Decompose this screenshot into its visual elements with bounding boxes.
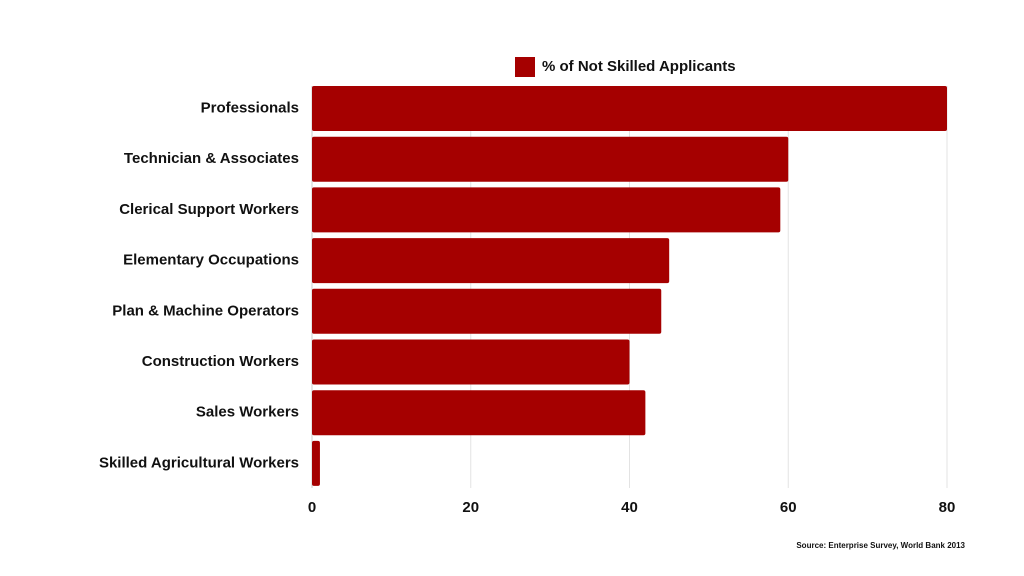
bar [312,86,947,131]
legend-label: % of Not Skilled Applicants [542,58,736,75]
bar [312,187,781,233]
x-tick-labels: 0 20 40 60 80 [308,499,956,516]
x-tick-label: 20 [462,499,479,516]
category-label: Clerical Support Workers [119,201,299,218]
x-tick-label: 80 [939,499,956,516]
source-note: Source: Enterprise Survey, World Bank 20… [796,541,965,550]
category-label: Skilled Agricultural Workers [99,454,299,471]
bar [312,390,646,436]
bar [312,136,789,182]
category-label: Professionals [201,99,299,116]
category-label: Plan & Machine Operators [112,302,299,319]
bar [312,238,670,284]
x-tick-label: 0 [308,499,316,516]
bars [312,86,947,486]
category-label: Sales Workers [196,404,299,421]
bar [312,288,662,334]
x-tick-label: 60 [780,499,797,516]
category-label: Construction Workers [142,353,299,370]
bar [312,339,630,385]
x-tick-label: 40 [621,499,638,516]
category-label: Elementary Occupations [123,252,299,269]
category-label: Technician & Associates [124,150,299,167]
legend: % of Not Skilled Applicants [515,57,736,77]
category-labels: Professionals Technician & Associates Cler… [99,99,299,471]
legend-swatch [515,57,535,77]
bar [312,440,320,486]
